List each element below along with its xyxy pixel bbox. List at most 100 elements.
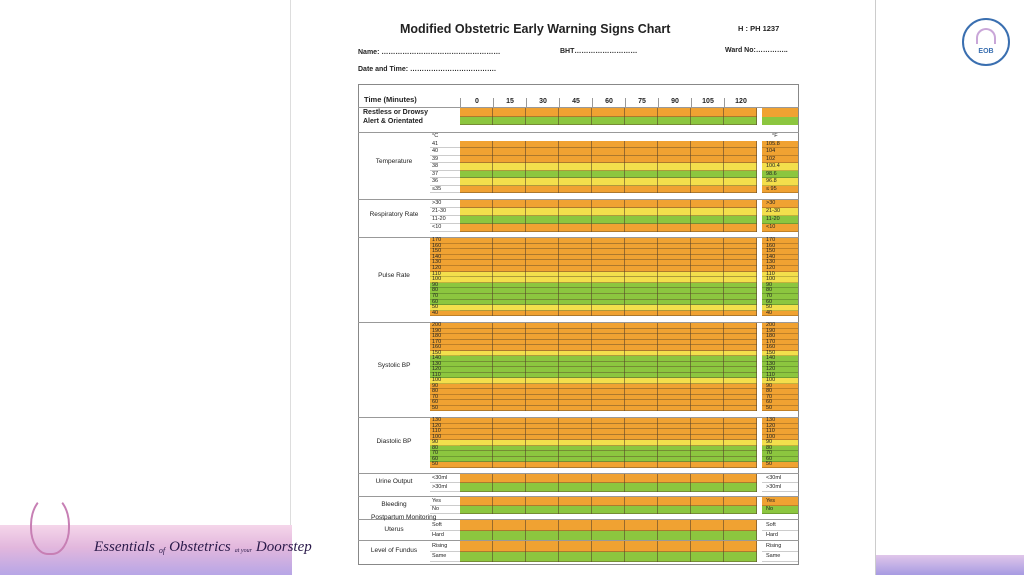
score-row bbox=[460, 462, 757, 468]
time-column-label: 75 bbox=[625, 98, 658, 108]
row-left-label: 37 bbox=[432, 170, 439, 177]
score-row bbox=[460, 178, 757, 186]
row-left-label: 39 bbox=[432, 155, 439, 162]
row-right-bg bbox=[762, 238, 798, 244]
row-right-label: 90 bbox=[766, 382, 773, 389]
row-right-bg bbox=[762, 356, 798, 362]
row-left-bg bbox=[430, 266, 460, 272]
time-header-label: Time (Minutes) bbox=[364, 95, 417, 104]
row-left-bg bbox=[430, 483, 460, 492]
row-right-label: <10 bbox=[766, 224, 776, 231]
row-left-bg bbox=[430, 551, 460, 562]
row-right-bg bbox=[762, 383, 798, 389]
row-left-label: >30 bbox=[432, 200, 442, 207]
row-right-label: 90 bbox=[766, 281, 773, 288]
section-divider bbox=[358, 540, 799, 541]
row-left-label: Yes bbox=[432, 497, 441, 504]
score-row bbox=[460, 483, 757, 492]
row-right-bg bbox=[762, 148, 798, 156]
unit-right: °F bbox=[772, 133, 778, 139]
row-left-label: 40 bbox=[432, 309, 439, 316]
section-divider bbox=[358, 107, 799, 108]
score-row bbox=[460, 155, 757, 163]
section-divider bbox=[358, 322, 799, 323]
score-row bbox=[460, 356, 757, 362]
row-left-bg bbox=[430, 418, 460, 424]
score-row bbox=[460, 305, 757, 311]
row-left-label: 100 bbox=[432, 276, 442, 283]
row-right-label: 50 bbox=[766, 461, 773, 467]
row-left-bg bbox=[430, 243, 460, 250]
row-right-bg bbox=[762, 163, 798, 171]
row-right-label: 100 bbox=[766, 433, 776, 440]
score-row bbox=[460, 163, 757, 171]
row-left-label: 120 bbox=[432, 366, 442, 372]
row-left-label: 80 bbox=[432, 388, 439, 394]
score-row bbox=[460, 429, 757, 435]
logo-text: EOB bbox=[978, 48, 994, 55]
row-left-label: 80 bbox=[432, 287, 439, 294]
row-right-label: 150 bbox=[766, 248, 776, 255]
row-right-label: 140 bbox=[766, 355, 776, 361]
row-right-bg bbox=[762, 429, 798, 435]
score-row bbox=[460, 116, 757, 125]
row-left-bg bbox=[430, 170, 460, 178]
score-row bbox=[460, 361, 757, 367]
row-right-label: 120 bbox=[766, 422, 776, 429]
row-right-label: 100 bbox=[766, 276, 776, 283]
row-left-label: 140 bbox=[432, 355, 442, 361]
row-left-bg bbox=[430, 474, 460, 483]
score-row bbox=[460, 216, 757, 224]
score-row bbox=[460, 243, 757, 250]
score-row bbox=[460, 260, 757, 266]
row-left-bg bbox=[430, 148, 460, 156]
time-column-label: 30 bbox=[526, 98, 559, 108]
row-right-bg bbox=[762, 378, 798, 384]
row-right-label: 70 bbox=[766, 393, 773, 400]
row-left-label: 90 bbox=[432, 281, 439, 288]
time-column-label: 45 bbox=[559, 98, 592, 108]
score-row bbox=[460, 345, 757, 351]
score-row bbox=[460, 434, 757, 440]
score-row bbox=[460, 148, 757, 156]
section-label: Pulse Rate bbox=[378, 272, 410, 280]
row-right-bg bbox=[762, 216, 798, 224]
score-row bbox=[460, 294, 757, 300]
table-border bbox=[358, 84, 799, 565]
row-right-bg bbox=[762, 520, 798, 531]
score-row bbox=[460, 200, 757, 208]
row-left-label: 130 bbox=[432, 259, 442, 266]
row-left-label: 70 bbox=[432, 450, 439, 456]
row-left-bg bbox=[430, 140, 460, 148]
row-left-bg bbox=[430, 383, 460, 389]
row-right-label: 60 bbox=[766, 399, 773, 405]
score-row bbox=[460, 249, 757, 255]
row-left-label: 40 bbox=[432, 148, 439, 154]
section-label: Systolic BP bbox=[377, 362, 411, 369]
row-right-label: 150 bbox=[766, 349, 776, 356]
score-row bbox=[460, 378, 757, 384]
section-label: Bleeding bbox=[381, 500, 407, 508]
row-left-label: 150 bbox=[432, 349, 442, 356]
unit-left: °C bbox=[432, 133, 439, 139]
row-right-bg bbox=[762, 462, 798, 468]
row-left-label: 38 bbox=[432, 163, 439, 169]
score-row bbox=[460, 108, 757, 117]
time-column-label: 105 bbox=[691, 98, 724, 108]
row-right-bg bbox=[762, 551, 798, 562]
score-row bbox=[460, 140, 757, 148]
row-left-bg bbox=[430, 271, 460, 278]
score-row bbox=[460, 551, 757, 562]
row-right-label: 96.8 bbox=[766, 178, 777, 184]
row-right-bg bbox=[762, 350, 798, 356]
row-right-bg bbox=[762, 361, 798, 367]
row-right-label: 104 bbox=[766, 148, 776, 154]
row-right-bg bbox=[762, 345, 798, 351]
row-right-bg bbox=[762, 282, 798, 289]
score-row bbox=[460, 541, 757, 552]
section-label: Respiratory Rate bbox=[369, 211, 419, 218]
score-row bbox=[460, 334, 757, 340]
score-row bbox=[460, 185, 757, 193]
row-right-bg bbox=[762, 224, 798, 232]
row-left-bg bbox=[430, 400, 460, 406]
